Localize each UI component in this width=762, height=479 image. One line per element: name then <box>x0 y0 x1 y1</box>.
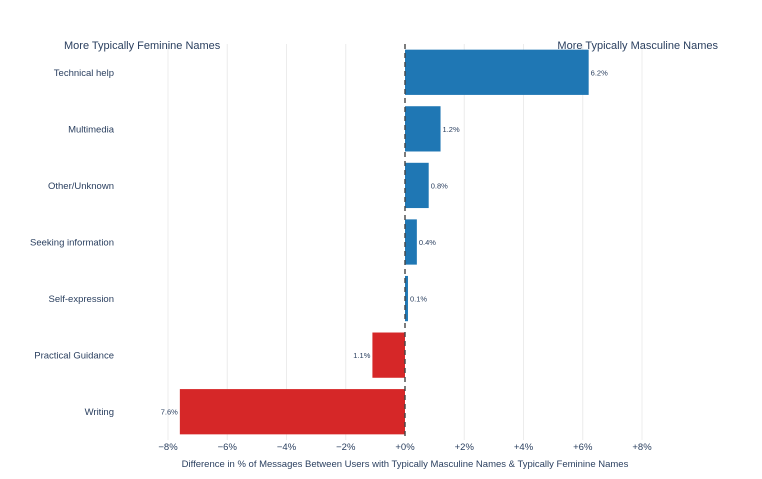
x-tick-label: +0% <box>395 442 415 453</box>
bars <box>179 49 589 435</box>
data-label: 1.1% <box>353 351 370 360</box>
category-label: Other/Unknown <box>48 181 114 192</box>
bar <box>179 389 405 435</box>
bar <box>405 162 429 209</box>
x-tick-label: +6% <box>573 442 593 453</box>
x-tick-label: +2% <box>455 442 475 453</box>
category-label: Self-expression <box>49 294 114 305</box>
x-tick-labels: −8% −6% −4% −2% +0% +2% +4% +6% +8% <box>158 442 652 453</box>
data-label: 0.8% <box>431 181 448 190</box>
x-tick-label: +4% <box>514 442 534 453</box>
data-label: 1.2% <box>443 125 460 134</box>
category-label: Seeking information <box>30 238 114 249</box>
masculine-annotation: More Typically Masculine Names <box>557 40 718 52</box>
data-label: 7.6% <box>161 408 178 417</box>
x-tick-label: −6% <box>218 442 238 453</box>
gridlines <box>167 44 643 440</box>
bar <box>405 219 417 265</box>
feminine-annotation: More Typically Feminine Names <box>64 40 221 52</box>
x-axis-title: Difference in % of Messages Between User… <box>182 459 629 470</box>
category-label: Technical help <box>54 68 114 79</box>
data-labels: 6.2% 1.2% 0.8% 0.4% 0.1% 1.1% 7.6% <box>161 68 608 416</box>
category-label: Multimedia <box>68 124 115 135</box>
x-tick-label: +8% <box>632 442 652 453</box>
data-label: 6.2% <box>591 68 608 77</box>
x-tick-label: −8% <box>158 442 178 453</box>
bar <box>372 332 405 378</box>
category-labels: Technical help Multimedia Other/Unknown See… <box>30 68 115 418</box>
category-label: Practical Guidance <box>34 351 114 362</box>
x-tick-label: −2% <box>336 442 356 453</box>
data-label: 0.4% <box>419 238 436 247</box>
data-label: 0.1% <box>410 295 427 304</box>
bar <box>405 106 441 152</box>
bar <box>405 49 589 95</box>
category-label: Writing <box>85 407 114 418</box>
x-tick-label: −4% <box>277 442 297 453</box>
bar <box>405 275 408 322</box>
